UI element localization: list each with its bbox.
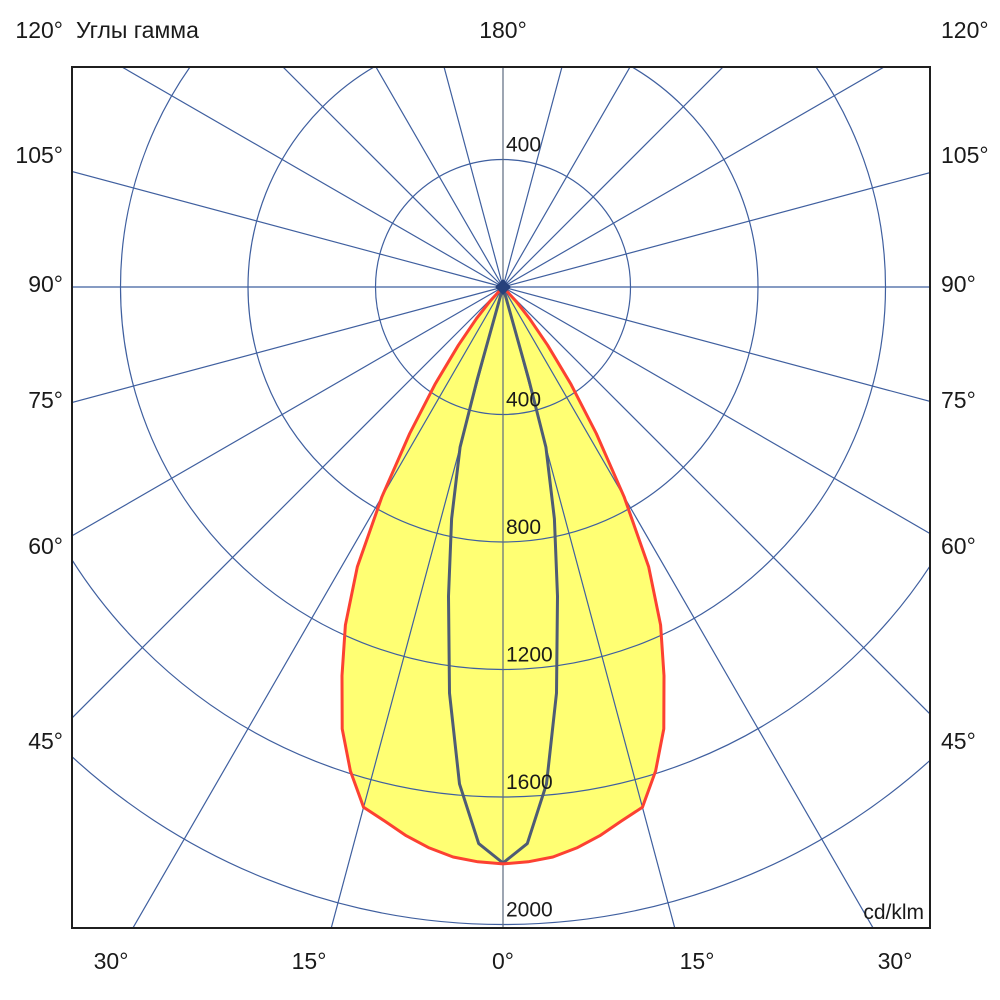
grid-radial-135deg <box>502 67 724 288</box>
grid-radial-300deg <box>72 286 504 537</box>
gamma-angle-label-left-45: 45° <box>28 728 63 754</box>
gamma-angle-label-right-45: 45° <box>941 728 976 754</box>
ring-value-label-2000: 2000 <box>506 899 553 922</box>
gamma-angle-label-bottom-0-30: 30° <box>93 948 129 974</box>
grid-radial-285deg <box>72 286 504 404</box>
grid-radial-330deg <box>132 286 504 928</box>
main-lobe-outline <box>340 285 666 866</box>
gamma-angle-label-left-90: 90° <box>28 271 63 297</box>
grid-radial-45deg <box>502 286 930 715</box>
grid-radial-165deg <box>502 67 563 288</box>
gamma-angle-label-right-105: 105° <box>941 142 989 168</box>
top-angle-label: 180° <box>479 17 527 43</box>
grid-radial-315deg <box>72 286 504 719</box>
grid-radial-105deg <box>502 171 930 288</box>
gamma-angle-label-left-105: 105° <box>15 142 63 168</box>
grid-radial-120deg <box>502 67 886 288</box>
grid-radial-15deg <box>502 286 676 928</box>
grid-radial-30deg <box>502 286 874 928</box>
gamma-angle-label-bottom-4-30: 30° <box>877 948 913 974</box>
grid-radial-60deg <box>502 286 930 535</box>
gamma-angle-label-right-90: 90° <box>941 271 976 297</box>
corner-angle-label-top-right: 120° <box>941 17 989 43</box>
ring-value-label-1600: 1600 <box>506 771 553 794</box>
grid-radial-210deg <box>375 67 504 288</box>
unit-label: cd/klm <box>863 901 924 924</box>
grid-radial-255deg <box>72 170 504 288</box>
chart-title: Углы гамма <box>76 17 199 43</box>
gamma-angle-label-left-60: 60° <box>28 533 63 559</box>
plot-frame <box>71 66 931 929</box>
grid-radial-75deg <box>502 286 930 403</box>
gamma-angle-label-right-75: 75° <box>941 387 976 413</box>
gamma-angle-label-bottom-2-0: 0° <box>492 948 514 974</box>
ring-value-label-800: 800 <box>506 516 541 539</box>
gamma-angle-label-left-75: 75° <box>28 387 63 413</box>
grid-radial-345deg <box>330 286 504 928</box>
gamma-angle-label-bottom-1-15: 15° <box>291 948 327 974</box>
polar-center-marker <box>495 279 511 295</box>
gamma-angle-label-bottom-3-15: 15° <box>679 948 715 974</box>
grid-radial-225deg <box>282 67 504 288</box>
grid-radial-150deg <box>502 67 631 288</box>
ring-value-label-top-400: 400 <box>506 134 541 157</box>
corner-angle-label-top-left: 120° <box>15 17 63 43</box>
ring-value-label-400: 400 <box>506 389 541 412</box>
grid-radial-240deg <box>120 67 504 288</box>
ring-value-label-1200: 1200 <box>506 644 553 667</box>
grid-radial-195deg <box>443 67 504 288</box>
gamma-angle-label-right-60: 60° <box>941 533 976 559</box>
